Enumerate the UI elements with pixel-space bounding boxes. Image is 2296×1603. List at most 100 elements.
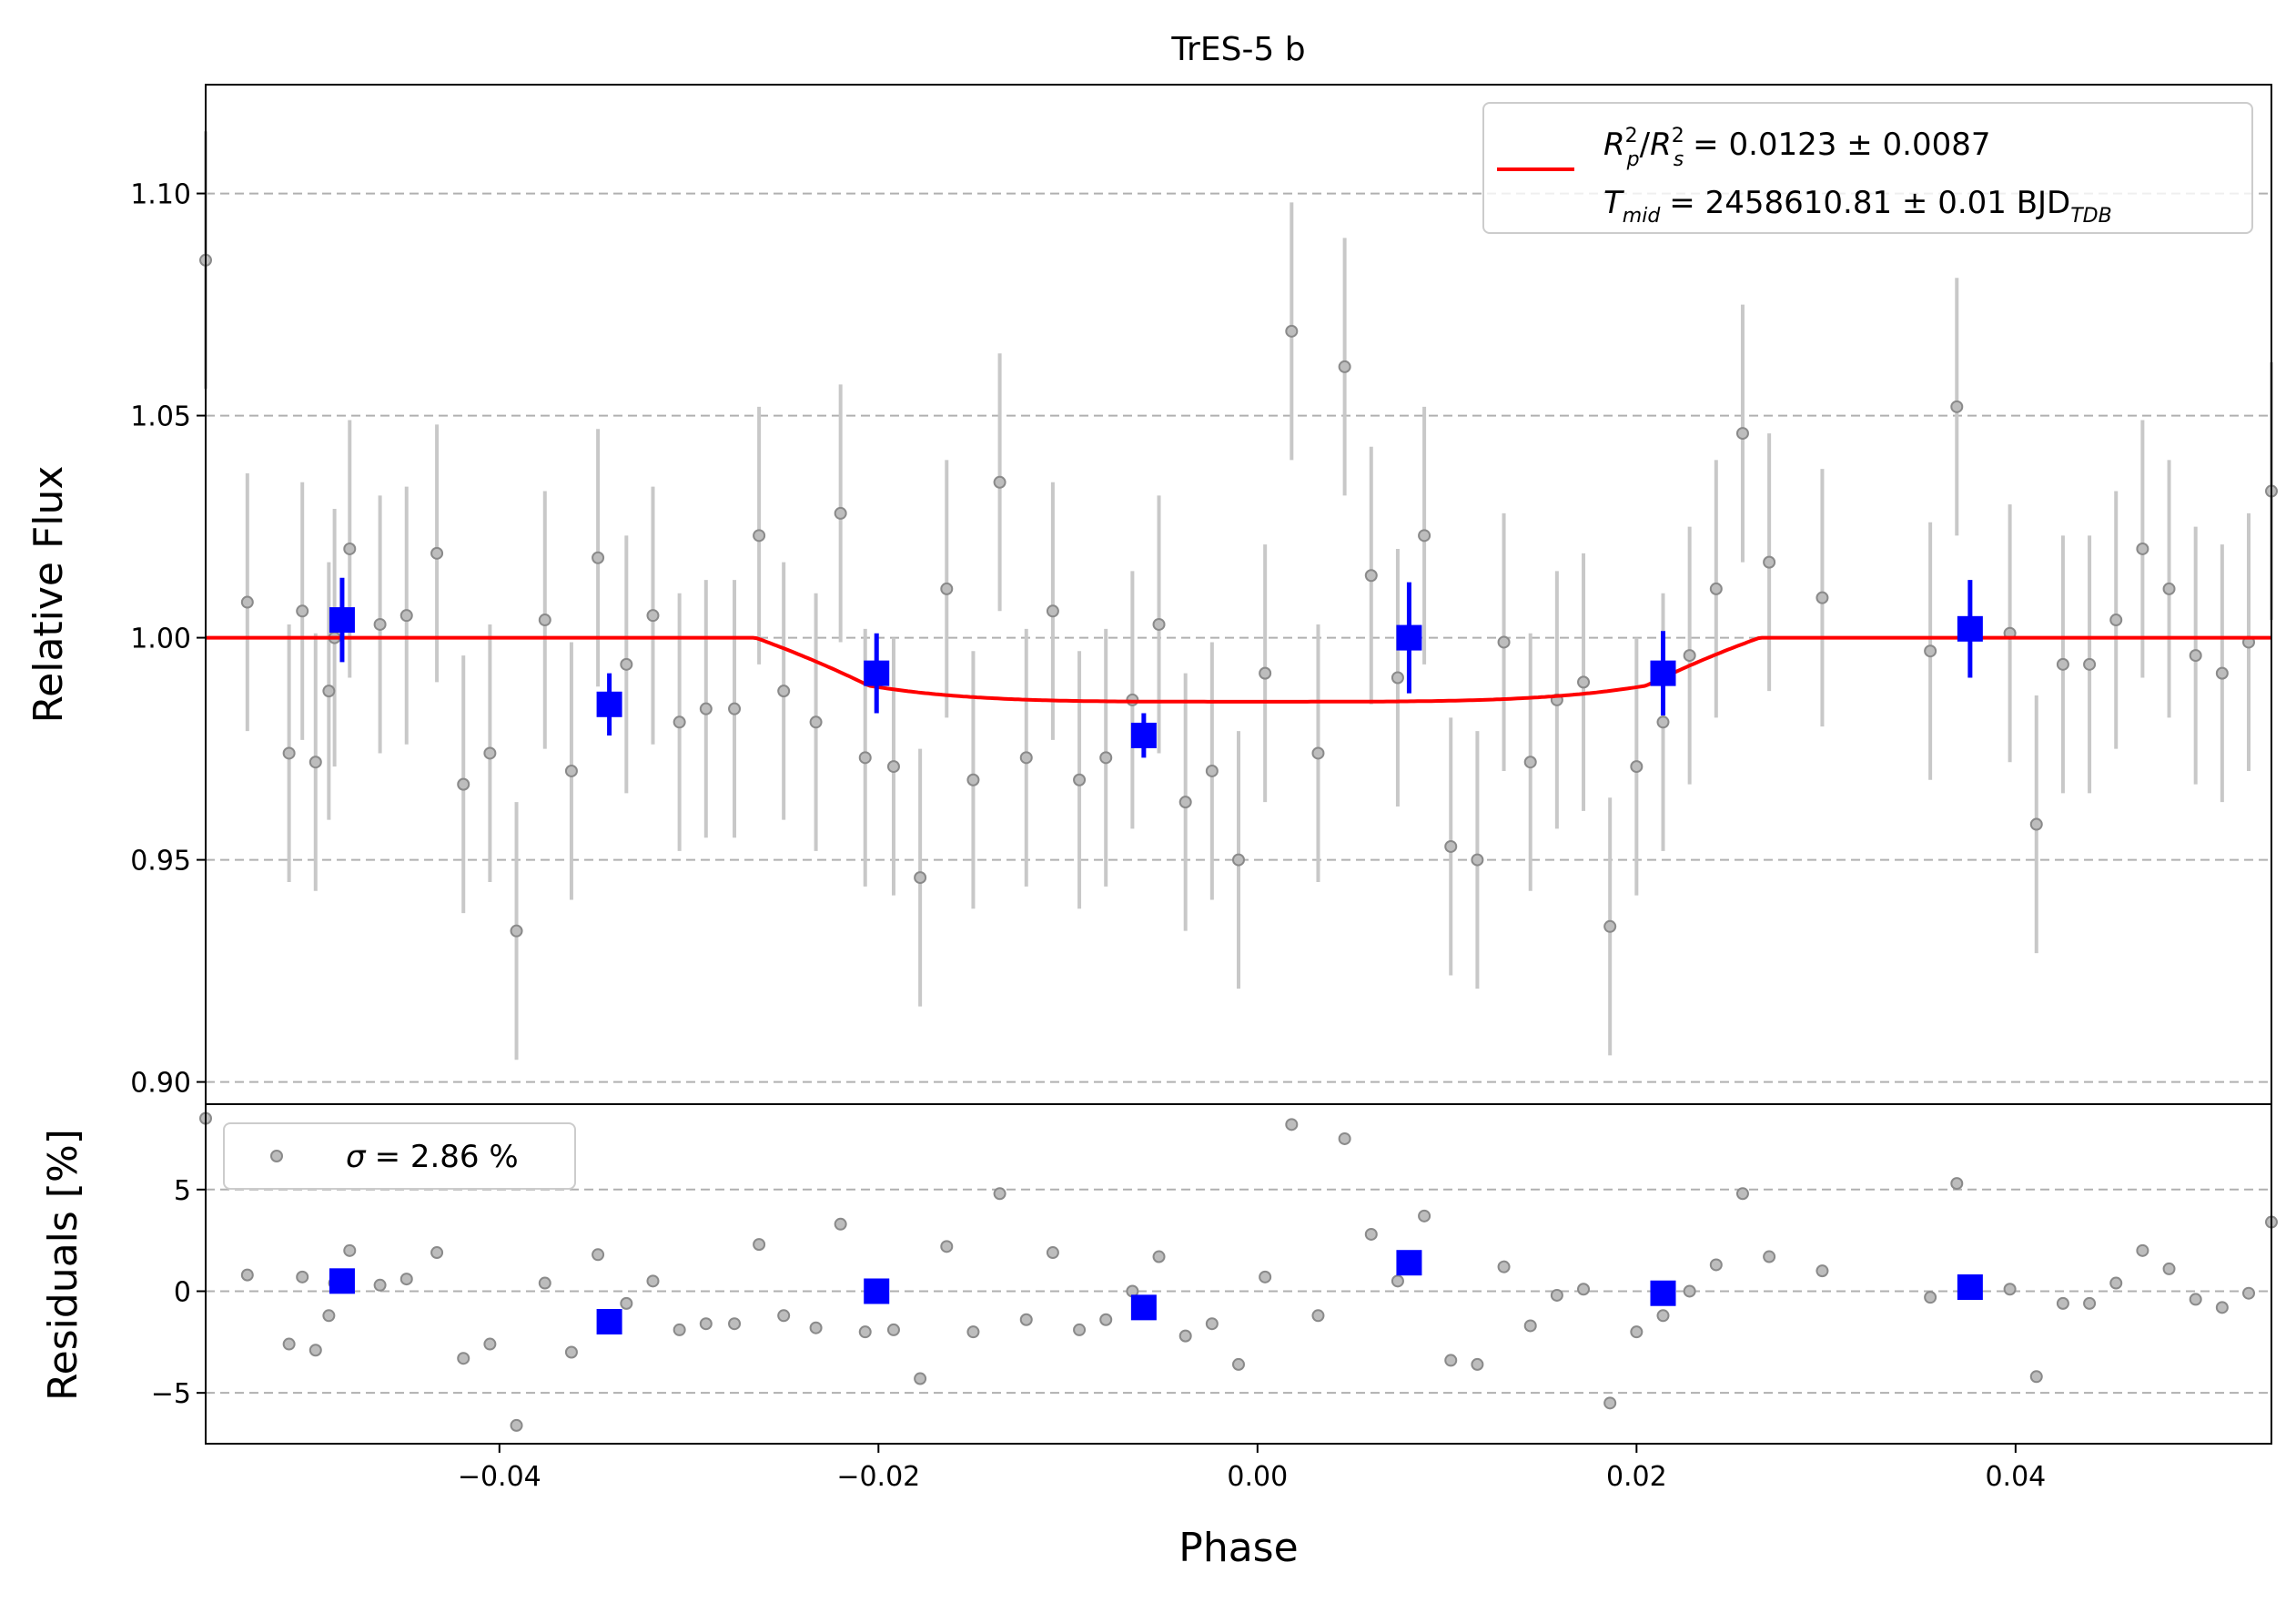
xtick-label: 0.00 bbox=[1227, 1461, 1288, 1493]
data-point bbox=[2189, 649, 2202, 663]
data-point bbox=[1523, 756, 1537, 769]
residual-point bbox=[2083, 1296, 2097, 1310]
top-ytick-label: 1.05 bbox=[130, 401, 191, 433]
residual-point bbox=[564, 1345, 578, 1359]
residual-point bbox=[886, 1323, 900, 1336]
data-errorbars bbox=[204, 131, 2273, 1060]
binned-residual bbox=[1396, 1250, 1422, 1276]
residual-point bbox=[777, 1309, 791, 1323]
residual-point bbox=[1630, 1325, 1644, 1339]
sigma-legend: σ = 2.86 % bbox=[223, 1122, 576, 1190]
residual-point bbox=[753, 1238, 766, 1252]
data-point bbox=[699, 702, 713, 715]
residual-point bbox=[457, 1352, 470, 1365]
binned-residual bbox=[1650, 1280, 1676, 1306]
top-y-ticks: 0.90 0.95 1.00 1.05 1.10 bbox=[130, 179, 206, 1100]
residual-point bbox=[2003, 1283, 2017, 1296]
residual-point bbox=[296, 1270, 309, 1283]
data-point bbox=[1391, 671, 1404, 685]
residual-point bbox=[966, 1325, 980, 1339]
data-point bbox=[1019, 751, 1033, 765]
top-ytick-label: 1.10 bbox=[130, 179, 191, 211]
data-point bbox=[1497, 635, 1511, 649]
residual-point bbox=[646, 1274, 660, 1288]
sigma-legend-box bbox=[223, 1122, 576, 1190]
residual-point bbox=[1497, 1260, 1511, 1273]
residual-point bbox=[1523, 1319, 1537, 1333]
data-point bbox=[993, 475, 1006, 489]
data-point bbox=[510, 924, 523, 938]
data-point bbox=[1683, 649, 1696, 663]
data-point bbox=[1232, 853, 1245, 867]
data-point bbox=[1656, 715, 1670, 729]
residual-point bbox=[1709, 1258, 1723, 1272]
data-point bbox=[1073, 773, 1087, 786]
data-point bbox=[538, 614, 551, 627]
residual-point bbox=[1418, 1209, 1431, 1223]
residuals-axis-label: Residuals [%] bbox=[40, 1129, 86, 1401]
residual-point bbox=[940, 1240, 954, 1253]
data-point bbox=[240, 595, 254, 609]
residual-point bbox=[483, 1337, 497, 1351]
residual-point bbox=[858, 1325, 872, 1339]
residual-point bbox=[373, 1278, 387, 1292]
residual-point bbox=[1205, 1317, 1219, 1331]
data-point bbox=[1763, 555, 1776, 569]
data-point bbox=[858, 751, 872, 765]
xtick-label: 0.02 bbox=[1606, 1461, 1667, 1493]
residual-point bbox=[2162, 1262, 2176, 1275]
residual-point bbox=[430, 1246, 444, 1260]
residual-point bbox=[1577, 1283, 1591, 1296]
residual-point bbox=[1391, 1274, 1404, 1288]
residual-point bbox=[2136, 1243, 2149, 1257]
residual-point bbox=[699, 1317, 713, 1331]
data-point bbox=[296, 604, 309, 618]
data-point bbox=[322, 685, 336, 698]
sigma-legend-marker bbox=[270, 1150, 283, 1162]
data-point bbox=[1444, 839, 1458, 853]
data-point bbox=[400, 609, 413, 623]
residual-point bbox=[2056, 1296, 2069, 1310]
data-point bbox=[834, 506, 847, 520]
residual-point bbox=[322, 1309, 336, 1323]
residual-point bbox=[728, 1317, 742, 1331]
data-point bbox=[1046, 604, 1059, 618]
data-point bbox=[940, 582, 954, 595]
residual-point bbox=[1364, 1227, 1378, 1241]
binned-residual bbox=[1957, 1274, 1983, 1301]
data-point bbox=[1152, 617, 1166, 631]
xtick-label: 0.04 bbox=[1985, 1461, 2046, 1493]
sigma-legend-text: σ = 2.86 % bbox=[346, 1139, 519, 1175]
binned-point bbox=[1130, 722, 1157, 748]
chart-title: TrES-5 b bbox=[1170, 31, 1305, 68]
binned-residual bbox=[1130, 1294, 1157, 1321]
residual-point bbox=[1073, 1323, 1087, 1336]
residual-point bbox=[2215, 1301, 2229, 1314]
model-legend: R2 p/R2 s = 0.0123 ± 0.0087 Tmid = 2458610.8… bbox=[1482, 102, 2253, 234]
data-point bbox=[1338, 360, 1351, 373]
data-point bbox=[2056, 657, 2069, 671]
xtick-label: −0.02 bbox=[836, 1461, 920, 1493]
residual-point bbox=[914, 1372, 927, 1385]
binned-residuals bbox=[329, 1250, 1983, 1334]
xtick-label: −0.04 bbox=[458, 1461, 541, 1493]
residual-point bbox=[1152, 1250, 1166, 1263]
binned-residual bbox=[329, 1268, 355, 1294]
data-point bbox=[1471, 853, 1484, 867]
data-point bbox=[373, 617, 387, 631]
binned-point bbox=[1957, 615, 1983, 642]
data-point bbox=[809, 715, 823, 729]
residual-point bbox=[1019, 1313, 1033, 1326]
residual-point bbox=[2189, 1293, 2202, 1306]
data-point bbox=[483, 746, 497, 760]
data-point bbox=[2083, 657, 2097, 671]
residual-point bbox=[1232, 1357, 1245, 1371]
light-curve-panel: 0.90 0.95 1.00 1.05 1.10 TrES-5 b Relative F… bbox=[25, 31, 2278, 1105]
data-point bbox=[282, 746, 296, 760]
data-point bbox=[2029, 817, 2043, 831]
top-ytick-label: 1.00 bbox=[130, 624, 191, 655]
binned-residual bbox=[596, 1308, 622, 1334]
residual-point bbox=[993, 1187, 1006, 1201]
residual-point bbox=[1550, 1288, 1563, 1302]
